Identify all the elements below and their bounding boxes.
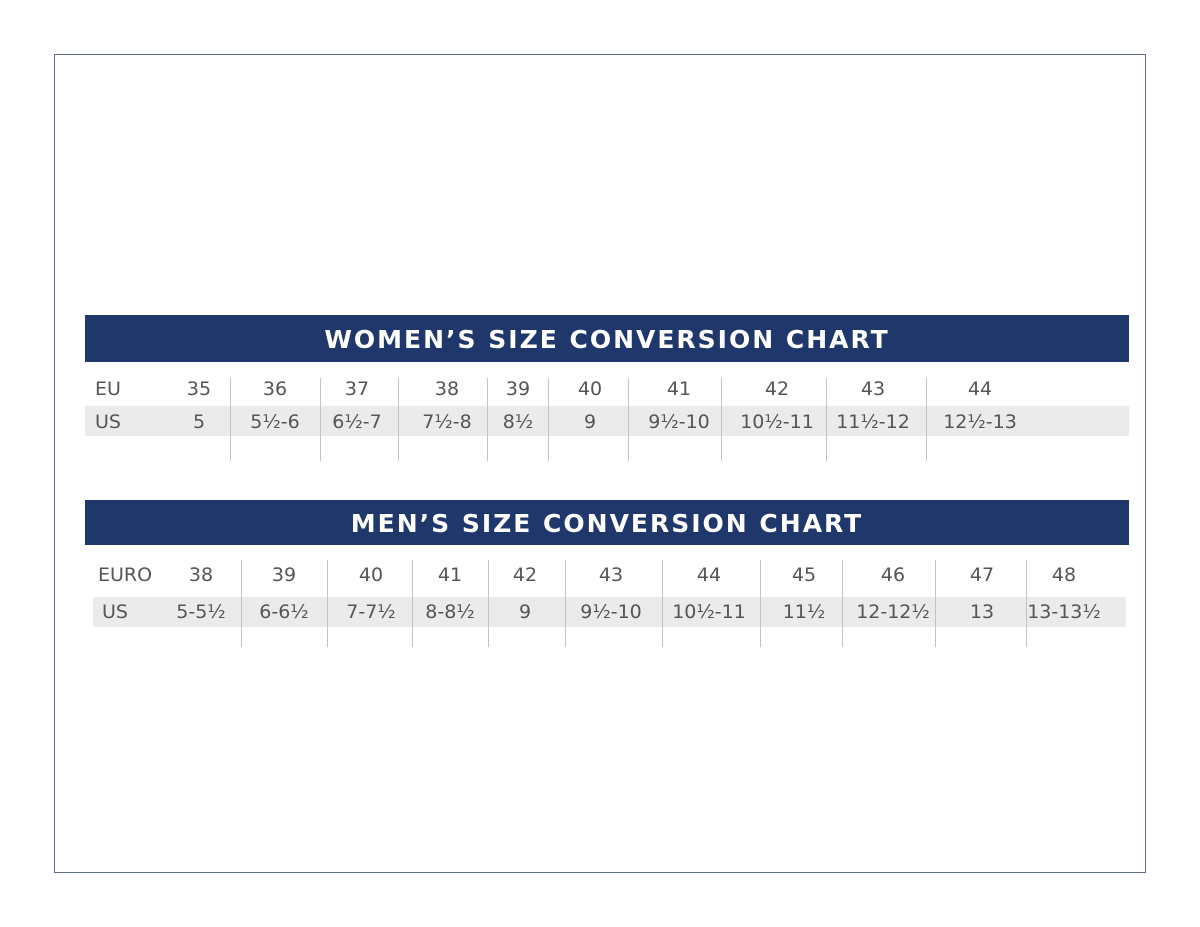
us-size-cell: 11½-12 [836,411,910,433]
eu-size-cell: 41 [666,378,692,400]
eu-size-cell: 42 [764,378,790,400]
column-divider [548,378,549,461]
us-size-cell: 9 [518,601,532,623]
eu-size-cell: 38 [188,564,214,586]
us-size-cell: 5-5½ [176,601,226,623]
eu-size-cell: 35 [186,378,212,400]
eu-size-cell: 43 [598,564,624,586]
column-divider [487,378,488,461]
eu-size-cell: 44 [967,378,993,400]
us-size-cell: 6½-7 [332,411,382,433]
eu-size-cell: 47 [969,564,995,586]
column-divider [241,560,242,647]
eu-size-cell: 43 [860,378,886,400]
eu-size-cell: 37 [344,378,370,400]
us-size-cell: 5½-6 [250,411,300,433]
column-divider [842,560,843,647]
us-size-cell: 8½ [502,411,534,433]
us-size-cell: 10½-11 [740,411,814,433]
us-size-cell: 13 [969,601,995,623]
us-size-cell: 9½-10 [648,411,710,433]
eu-size-cell: 41 [437,564,463,586]
column-divider [760,560,761,647]
mens-chart-title: MEN’S SIZE CONVERSION CHART [85,500,1129,545]
us-size-cell: 9 [583,411,597,433]
column-divider [565,560,566,647]
eu-size-cell: 48 [1051,564,1077,586]
column-divider [398,378,399,461]
us-size-cell: 7-7½ [346,601,396,623]
us-size-cell: 9½-10 [580,601,642,623]
womens-chart-title: WOMEN’S SIZE CONVERSION CHART [85,315,1129,362]
column-divider [662,560,663,647]
eu-size-cell: 38 [434,378,460,400]
us-size-cell: 11½ [782,601,826,623]
us-size-cell: 7½-8 [422,411,472,433]
column-divider [628,378,629,461]
us-size-cell: 8-8½ [425,601,475,623]
eu-size-cell: 36 [262,378,288,400]
eu-size-cell: 39 [271,564,297,586]
mens-us-label: US [102,601,128,623]
eu-size-cell: 44 [696,564,722,586]
column-divider [926,378,927,461]
page-frame [54,54,1146,873]
us-size-cell: 12½-13 [943,411,1017,433]
column-divider [230,378,231,461]
column-divider [1026,560,1027,647]
mens-euro-label: EURO [98,564,153,586]
womens-eu-label: EU [95,378,121,400]
column-divider [412,560,413,647]
womens-us-label: US [95,411,121,433]
column-divider [935,560,936,647]
eu-size-cell: 39 [505,378,531,400]
us-size-cell: 12-12½ [856,601,930,623]
column-divider [721,378,722,461]
eu-size-cell: 42 [512,564,538,586]
column-divider [327,560,328,647]
column-divider [488,560,489,647]
mens-us-row-shade [93,597,1126,627]
column-divider [826,378,827,461]
us-size-cell: 5 [192,411,206,433]
us-size-cell: 13-13½ [1027,601,1101,623]
eu-size-cell: 46 [880,564,906,586]
eu-size-cell: 40 [577,378,603,400]
eu-size-cell: 40 [358,564,384,586]
us-size-cell: 6-6½ [259,601,309,623]
womens-us-row-shade [85,406,1129,436]
us-size-cell: 10½-11 [672,601,746,623]
column-divider [320,378,321,461]
eu-size-cell: 45 [791,564,817,586]
